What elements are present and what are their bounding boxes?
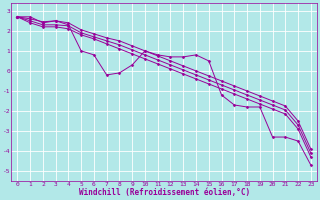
- X-axis label: Windchill (Refroidissement éolien,°C): Windchill (Refroidissement éolien,°C): [78, 188, 250, 197]
